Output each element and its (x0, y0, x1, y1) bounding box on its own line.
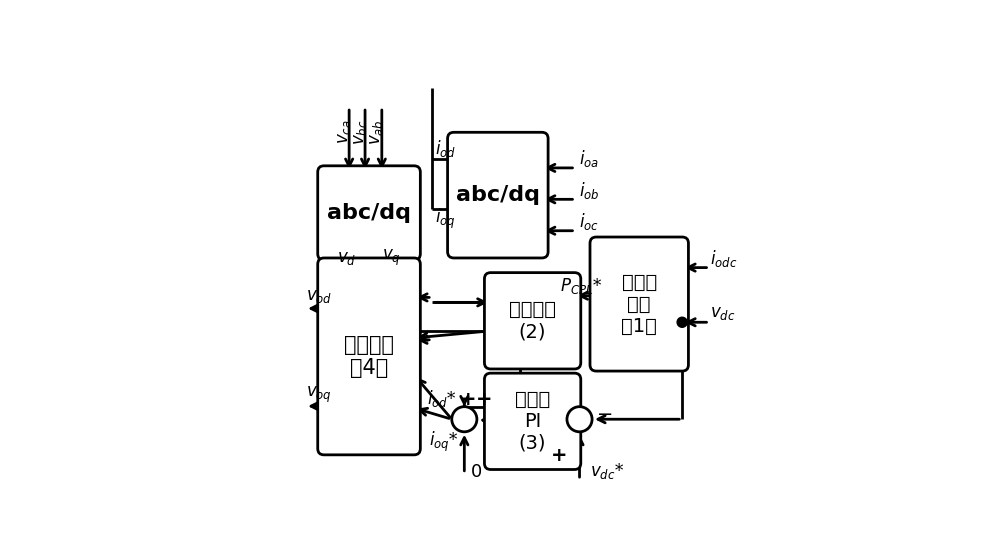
Text: $i_{\mathit{ob}}$: $i_{\mathit{ob}}$ (579, 180, 599, 201)
Text: $v_{\mathit{od}}$: $v_{\mathit{od}}$ (306, 288, 332, 305)
Text: $v_{\mathit{q}}$: $v_{\mathit{q}}$ (382, 248, 400, 268)
Text: $v_{\mathit{d}}$: $v_{\mathit{d}}$ (337, 250, 357, 267)
FancyBboxPatch shape (448, 132, 548, 258)
Circle shape (567, 407, 592, 432)
Text: 无源控制
（4）: 无源控制 （4） (344, 335, 394, 378)
Text: abc/dq: abc/dq (327, 203, 411, 223)
Text: 恒功率
观测
（1）: 恒功率 观测 （1） (621, 273, 657, 336)
Circle shape (452, 407, 477, 432)
FancyBboxPatch shape (484, 373, 581, 469)
FancyBboxPatch shape (484, 273, 581, 369)
Text: 0: 0 (471, 462, 482, 480)
FancyBboxPatch shape (590, 237, 688, 371)
Text: $v_{\mathit{ab}}$: $v_{\mathit{ab}}$ (368, 119, 385, 145)
FancyBboxPatch shape (318, 258, 420, 455)
Text: $v_{\mathit{dc}}$: $v_{\mathit{dc}}$ (710, 305, 736, 322)
Text: 非线性
PI
(3): 非线性 PI (3) (515, 390, 550, 453)
Text: 电流预测
(2): 电流预测 (2) (509, 300, 556, 341)
Text: $v_{\mathit{ca}}$: $v_{\mathit{ca}}$ (336, 120, 353, 144)
Text: $v_{\mathit{oq}}$: $v_{\mathit{oq}}$ (306, 384, 332, 405)
Text: $i_{\mathit{odc}}$: $i_{\mathit{odc}}$ (710, 248, 738, 269)
Text: $-$: $-$ (596, 404, 613, 422)
Circle shape (677, 317, 687, 327)
Text: $i_{\mathit{oc}}$: $i_{\mathit{oc}}$ (579, 211, 599, 232)
Text: +: + (551, 446, 568, 465)
Text: $i_{\mathit{od}}$: $i_{\mathit{od}}$ (435, 138, 456, 159)
Text: abc/dq: abc/dq (456, 185, 540, 205)
FancyBboxPatch shape (318, 166, 420, 260)
Text: $P_{\mathit{CPL}}$*: $P_{\mathit{CPL}}$* (560, 276, 602, 296)
Text: +: + (459, 390, 476, 409)
Text: $i_{\mathit{oq}}$*: $i_{\mathit{oq}}$* (429, 430, 458, 454)
Text: $v_{\mathit{bc}}$: $v_{\mathit{bc}}$ (352, 119, 369, 145)
Text: +: + (476, 390, 493, 409)
Text: $v_{\mathit{dc}}$*: $v_{\mathit{dc}}$* (590, 461, 624, 481)
Text: $i_{\mathit{oa}}$: $i_{\mathit{oa}}$ (579, 148, 599, 169)
Text: $i_{\mathit{oq}}$: $i_{\mathit{oq}}$ (435, 207, 455, 231)
Text: $i_{\mathit{od}}$*: $i_{\mathit{od}}$* (427, 388, 456, 409)
